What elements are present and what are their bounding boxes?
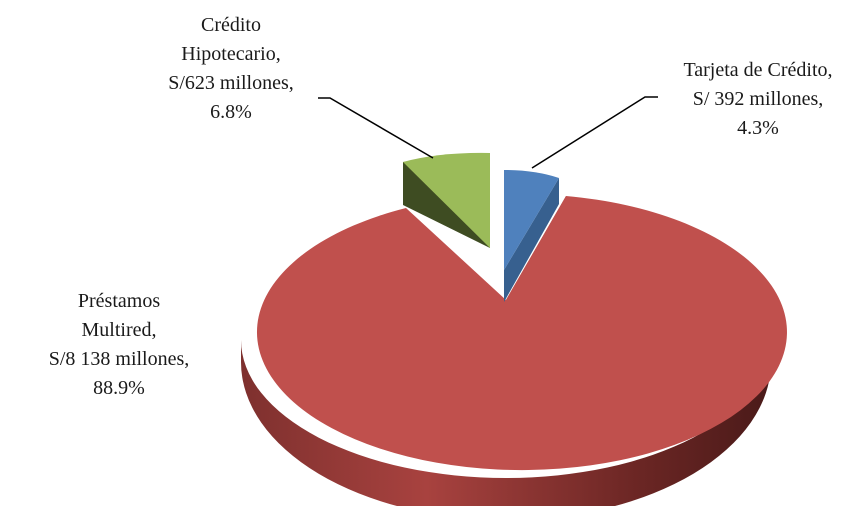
slice-tarjeta-side — [504, 178, 559, 302]
data-label-tarjeta: Tarjeta de Crédito, S/ 392 millones, 4.3… — [683, 59, 832, 139]
label-tarjeta-line-3: 4.3% — [737, 117, 779, 139]
slice-prestamos-top — [256, 196, 787, 471]
label-prestamos-line-1: Préstamos — [78, 290, 160, 312]
slice-prestamos-side — [241, 340, 771, 506]
slice-hipotecario-top — [403, 152, 490, 248]
slice-tarjeta-de-credito — [504, 170, 559, 302]
label-prestamos-line-3: S/8 138 millones, — [49, 348, 190, 370]
label-prestamos-line-4: 88.9% — [93, 377, 145, 399]
slice-tarjeta-top — [504, 170, 559, 270]
data-label-prestamos: Préstamos Multired, S/8 138 millones, 88… — [49, 290, 190, 399]
label-hipotecario-line-4: 6.8% — [210, 101, 252, 123]
slice-prestamos-multired — [241, 196, 787, 506]
label-prestamos-line-2: Multired, — [82, 319, 157, 341]
leader-line-hipotecario — [318, 97, 434, 159]
label-hipotecario-line-1: Crédito — [201, 14, 261, 36]
data-label-hipotecario: Crédito Hipotecario, S/623 millones, 6.8… — [168, 14, 294, 123]
label-tarjeta-line-1: Tarjeta de Crédito, — [683, 59, 832, 81]
slice-credito-hipotecario — [403, 152, 490, 248]
leader-line-tarjeta — [531, 96, 658, 169]
label-hipotecario-line-2: Hipotecario, — [181, 43, 280, 65]
label-hipotecario-line-3: S/623 millones, — [168, 72, 294, 94]
label-tarjeta-line-2: S/ 392 millones, — [693, 88, 824, 110]
